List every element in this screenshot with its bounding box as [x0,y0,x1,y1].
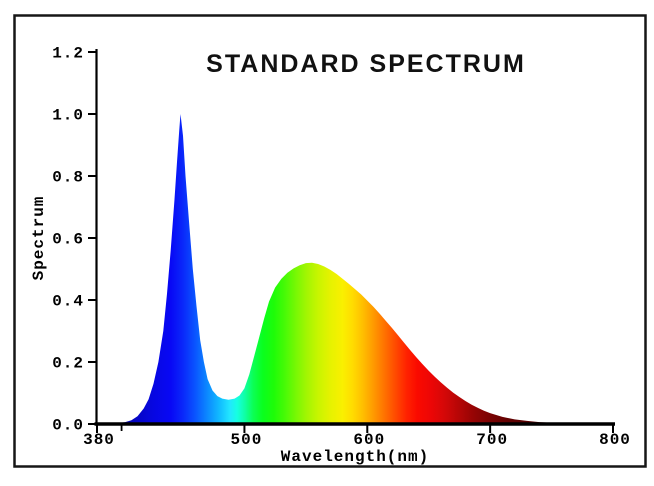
x-tick-label: 380 [83,431,115,449]
y-tick-label: 0.0 [52,417,84,435]
axis-ticks [88,51,614,433]
x-tick-label: 600 [353,431,385,449]
y-tick-label: 1.0 [52,107,84,125]
axes [94,49,615,426]
tick-labels: 0.0 0.2 0.4 0.6 0.8 1.0 1.2 380 500 600 700 800 [52,45,631,450]
x-tick-label: 800 [599,431,631,449]
y-tick-label: 0.2 [52,355,84,373]
y-axis-label: Spectrum [30,196,48,281]
y-tick-label: 0.8 [52,169,84,187]
x-axis-label: Wavelength(nm) [281,448,429,466]
x-tick-label: 700 [476,431,508,449]
x-tick-label: 500 [231,431,263,449]
chart-title: STANDARD SPECTRUM [206,50,526,78]
y-tick-label: 0.6 [52,231,84,249]
spectrum-curve [97,114,613,424]
y-tick-label: 0.4 [52,293,84,311]
y-tick-label: 1.2 [52,45,84,63]
